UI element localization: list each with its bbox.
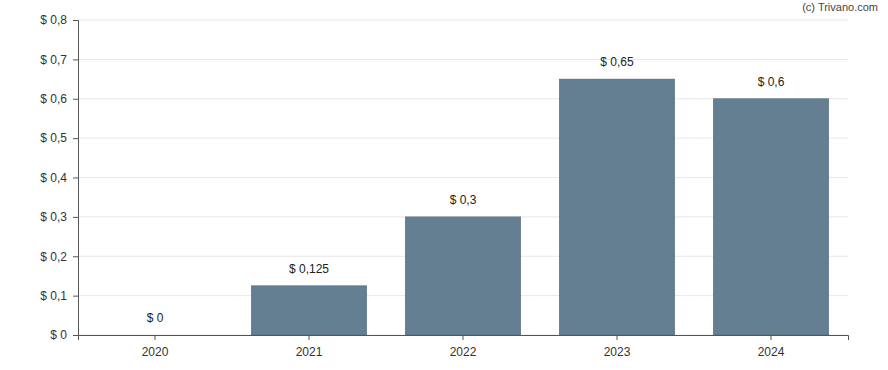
plot: $ 0 $ 0,1 $ 0,2 $ 0,3 $ 0,4 $ 0,5 $ 0,6 $ 0,7 $ …: [40, 13, 848, 359]
y-tick-label: $ 0,6: [40, 92, 67, 106]
x-tick-mark: [617, 335, 618, 340]
grid: [78, 20, 848, 335]
y-axis: $ 0 $ 0,1 $ 0,2 $ 0,3 $ 0,4 $ 0,5 $ 0,6 $ 0,7 $ …: [40, 13, 78, 342]
y-tick-mark: [73, 99, 78, 100]
y-tick-label: $ 0,2: [40, 250, 67, 264]
x-axis: 2020 2021 2022 2023 2024: [79, 335, 849, 359]
y-tick: $ 0,3: [40, 210, 78, 224]
chart: $ 0 $ 0,1 $ 0,2 $ 0,3 $ 0,4 $ 0,5 $ 0,6 $ 0,7 $ …: [0, 0, 888, 370]
y-tick: $ 0,6: [40, 92, 78, 106]
data-label: $ 0,65: [600, 55, 634, 69]
data-label: $ 0,6: [758, 75, 785, 89]
y-tick-mark: [73, 256, 78, 257]
x-axis-line: [79, 336, 849, 341]
bar: [97, 335, 213, 336]
y-tick-label: $ 0,4: [40, 171, 67, 185]
y-axis-line: [73, 21, 79, 336]
y-tick-label: $ 0,1: [40, 289, 67, 303]
x-tick-label: 2020: [142, 345, 169, 359]
x-tick-label: 2023: [604, 345, 631, 359]
bar: [405, 217, 521, 335]
data-label: $ 0,3: [450, 193, 477, 207]
y-tick-label: $ 0,7: [40, 53, 67, 67]
bar: [251, 286, 367, 335]
annotation: (c) Trivano.com: [802, 1, 878, 13]
y-tick: $ 0: [50, 328, 78, 342]
x-tick-mark: [463, 335, 464, 340]
data-label: $ 0,125: [289, 262, 329, 276]
y-tick-label: $ 0,3: [40, 210, 67, 224]
grid-line: [78, 20, 848, 21]
x-tick: 2021: [296, 335, 323, 359]
y-tick-mark: [73, 20, 78, 21]
x-tick-mark: [309, 335, 310, 340]
y-tick: $ 0,5: [40, 131, 78, 145]
y-tick-label: $ 0,8: [40, 13, 67, 27]
y-tick-mark: [73, 178, 78, 179]
y-tick: $ 0,8: [40, 13, 78, 27]
y-tick-label: $ 0: [50, 328, 67, 342]
x-tick-label: 2022: [450, 345, 477, 359]
x-tick-label: 2024: [758, 345, 785, 359]
x-tick: 2020: [142, 335, 169, 359]
y-tick-mark: [73, 138, 78, 139]
y-tick: $ 0,2: [40, 250, 78, 264]
y-tick-mark: [73, 59, 78, 60]
x-tick: 2022: [450, 335, 477, 359]
data-label: $ 0: [147, 311, 164, 325]
x-tick-mark: [155, 335, 156, 340]
y-tick-mark: [73, 296, 78, 297]
y-tick-label: $ 0,5: [40, 131, 67, 145]
bars: [251, 79, 829, 335]
bar: [559, 79, 675, 335]
data-labels: $ 0 $ 0,125 $ 0,3 $ 0,65 $ 0,6: [147, 55, 785, 325]
x-tick: 2023: [604, 335, 631, 359]
y-tick: $ 0,7: [40, 53, 78, 67]
grid-line: [78, 59, 848, 60]
y-tick: $ 0,1: [40, 289, 78, 303]
y-tick-mark: [73, 217, 78, 218]
x-tick-label: 2021: [296, 345, 323, 359]
x-tick: 2024: [758, 335, 785, 359]
bar: [713, 99, 829, 335]
y-tick: $ 0,4: [40, 171, 78, 185]
x-tick-mark: [771, 335, 772, 340]
y-tick-mark: [73, 335, 78, 336]
